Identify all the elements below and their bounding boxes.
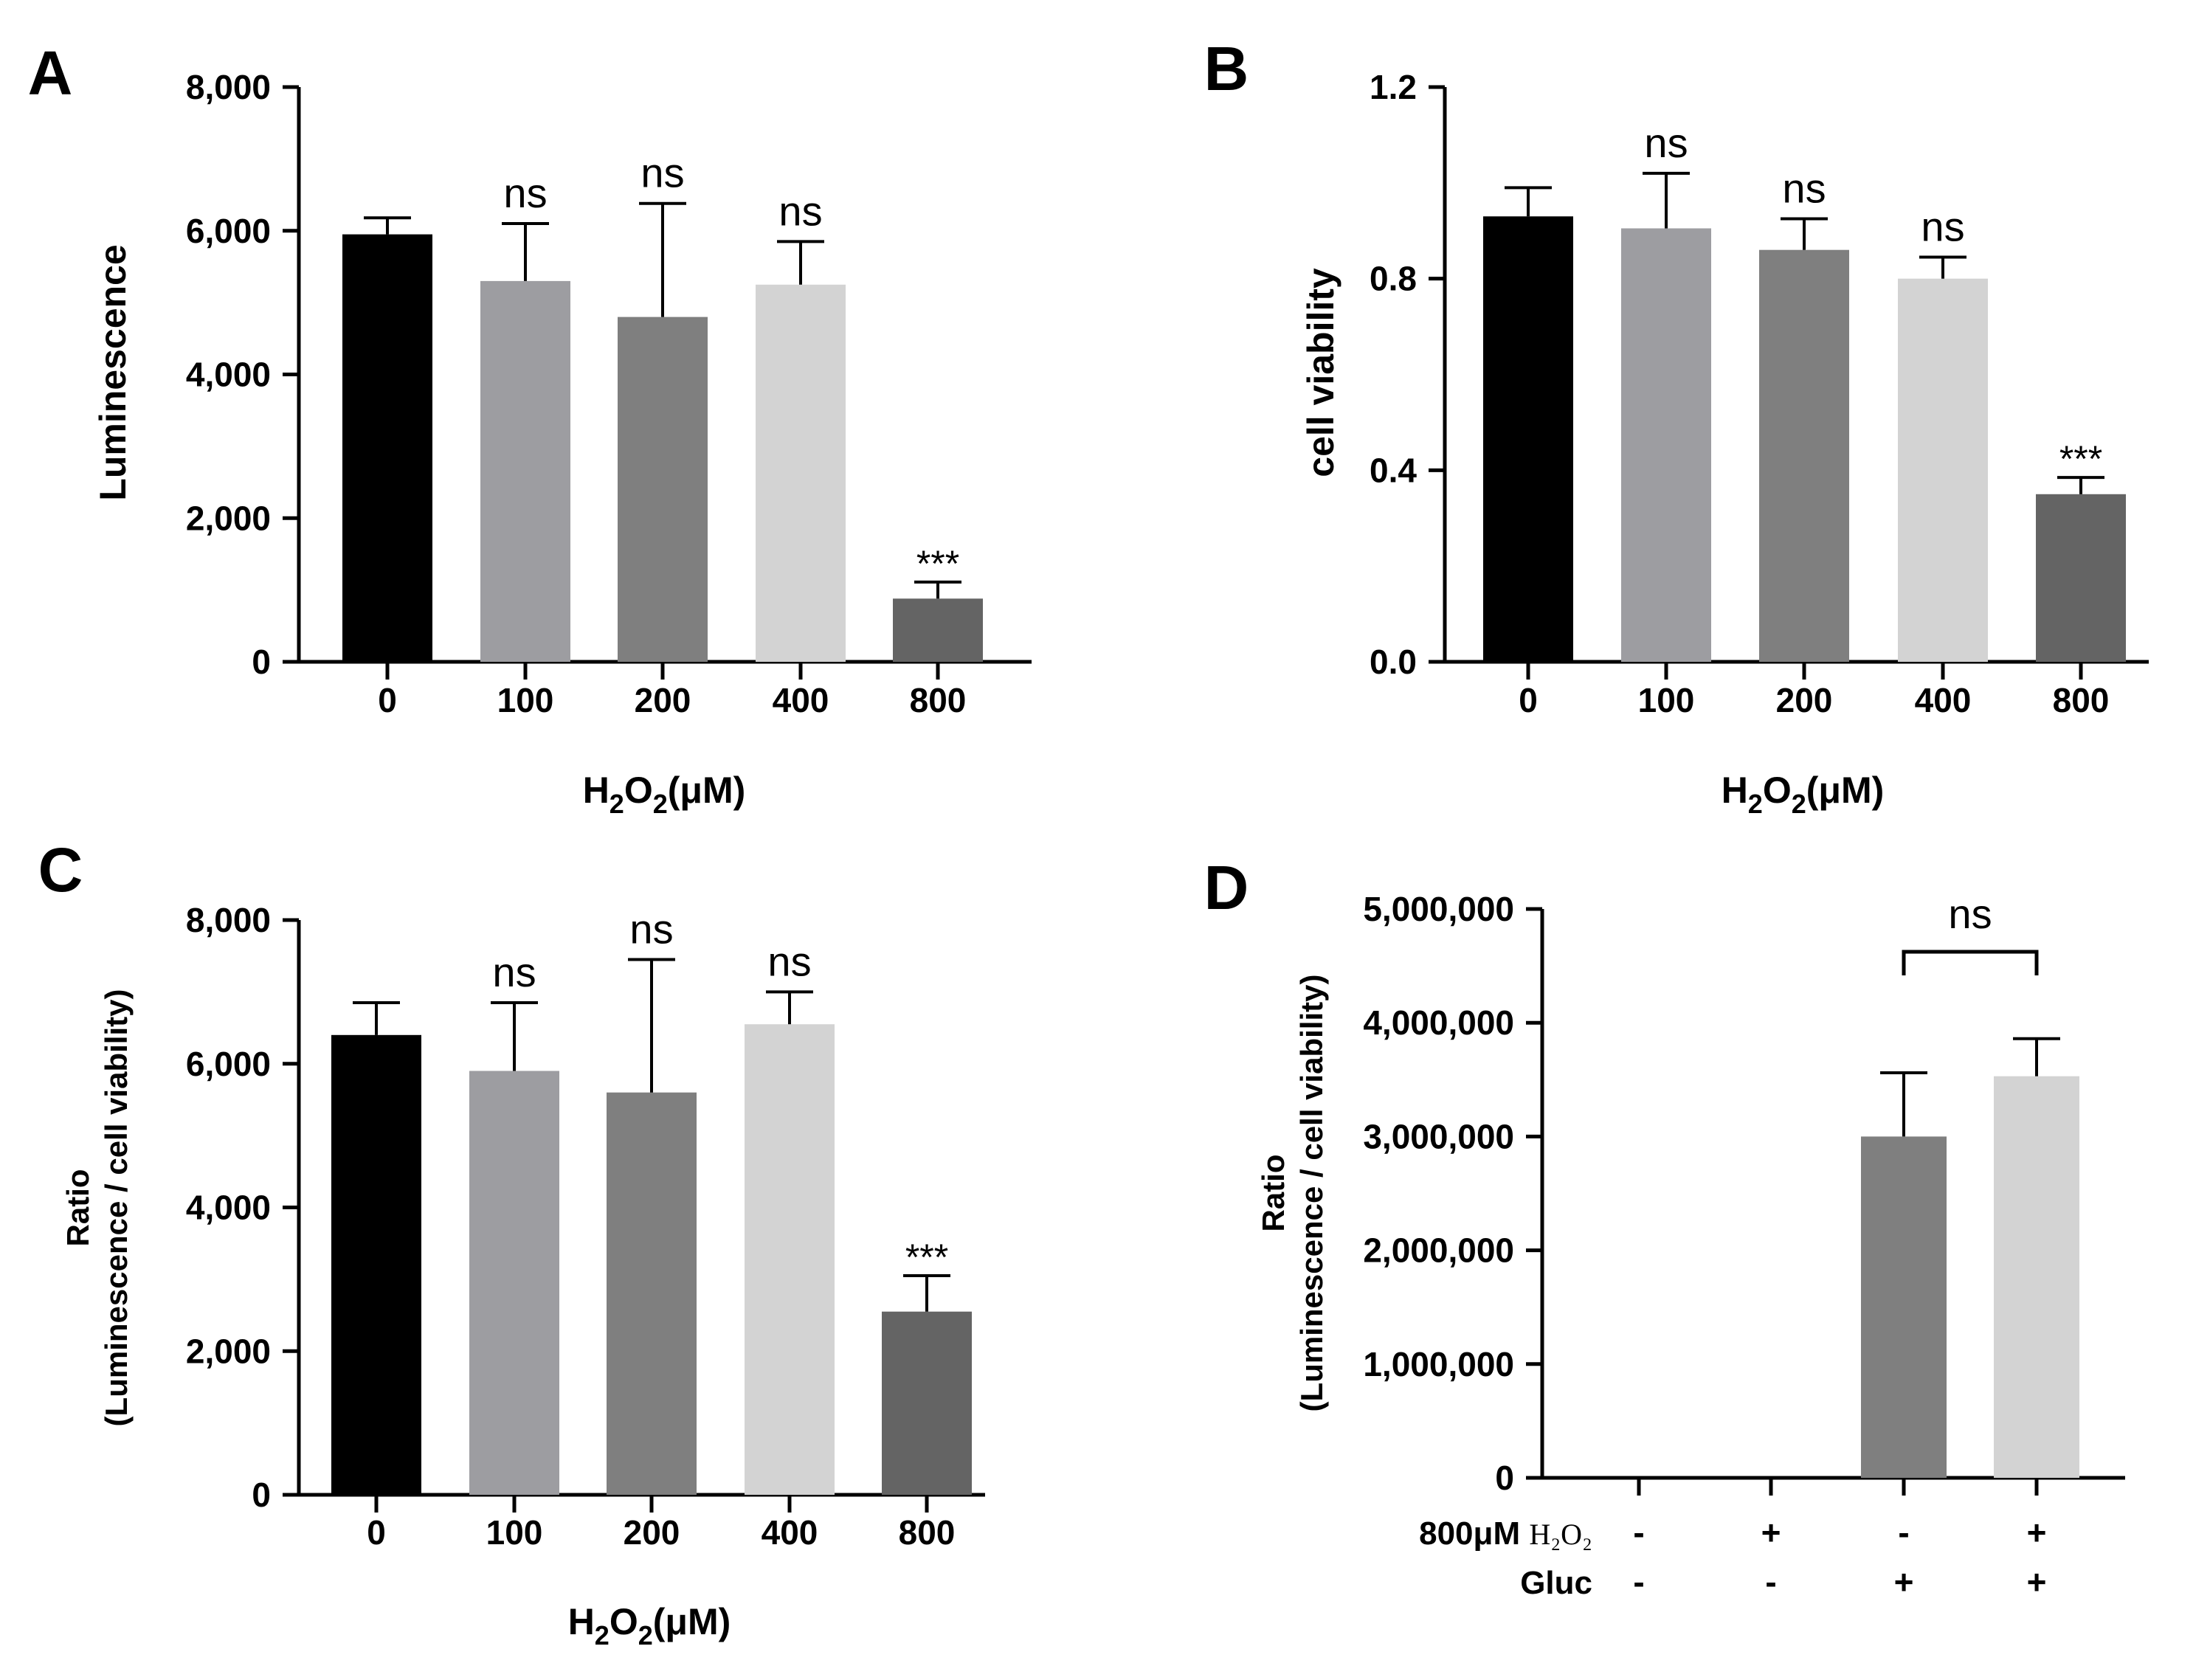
significance-label: ns [503, 170, 547, 216]
y-tick-label: 4,000 [186, 356, 271, 394]
significance-label: *** [916, 543, 959, 584]
bracket-label: ns [1948, 891, 1992, 937]
bar [756, 284, 846, 662]
panel-D: D 0 1,000,000 2,000,000 3,000,000 4,000,000 5,… [1204, 853, 2125, 1601]
y-tick-label: 0.4 [1370, 451, 1417, 489]
condition-sign: + [1761, 1513, 1781, 1552]
y-axis-title-line1: Ratio [61, 1169, 95, 1247]
x-tick-label: 100 [497, 681, 554, 719]
x-tick-label: 200 [624, 1513, 680, 1552]
y-tick-label: 2,000,000 [1363, 1231, 1514, 1270]
bar [1994, 1076, 2079, 1478]
bar [618, 317, 708, 662]
bar [331, 1034, 421, 1495]
x-tick-label: 0 [1519, 681, 1538, 719]
panel-letter: D [1204, 853, 1249, 922]
y-tick-label: 4,000 [186, 1189, 271, 1227]
significance-label: ns [778, 187, 822, 234]
condition-sign: - [1765, 1563, 1776, 1601]
x-tick-label: 100 [1638, 681, 1695, 719]
bar [1861, 1136, 1947, 1478]
panel-C: C 0 2,000 4,000 6,000 8,000 Ratio (Luminescence… [38, 835, 985, 1650]
x-axis-title: H2O2(μM) [583, 770, 746, 819]
significance-label: ns [492, 949, 536, 995]
bar [342, 234, 432, 662]
significance-label: ns [1921, 203, 1964, 249]
y-tick-label: 3,000,000 [1363, 1117, 1514, 1155]
y-tick-label: 6,000 [186, 212, 271, 250]
y-axis-title: Luminescence [92, 244, 134, 500]
panel-letter: C [38, 835, 83, 905]
x-tick-label: 400 [773, 681, 829, 719]
y-axis-title-line2: (Luminescence / cell viability) [99, 989, 134, 1427]
bar [1759, 249, 1849, 662]
x-axis-title: H2O2(μM) [568, 1601, 731, 1650]
bar [480, 280, 570, 663]
significance-bracket [1902, 950, 2039, 975]
condition-label: Gluc [1520, 1565, 1592, 1601]
panel-letter: A [28, 38, 73, 108]
condition-sign: + [2027, 1563, 2047, 1601]
x-tick-label: 200 [1776, 681, 1833, 719]
panel-letter: B [1204, 34, 1249, 103]
y-axis-title-line1: Ratio [1256, 1155, 1291, 1232]
significance-label: ns [640, 150, 684, 196]
bar [893, 598, 983, 662]
x-tick-label: 0 [367, 1513, 386, 1552]
significance-label: ns [1782, 165, 1826, 212]
y-tick-label: 8,000 [186, 901, 271, 939]
condition-sign: - [1633, 1563, 1644, 1601]
bar [469, 1071, 559, 1495]
x-tick-label: 800 [910, 681, 967, 719]
bar [882, 1311, 972, 1495]
y-tick-label: 2,000 [186, 499, 271, 537]
condition-label: 800μM H₂O₂ [1419, 1515, 1592, 1552]
x-tick-label: 800 [899, 1513, 956, 1552]
y-tick-label: 2,000 [186, 1332, 271, 1370]
bar [1898, 278, 1988, 663]
bar [1621, 228, 1711, 663]
bar [1483, 216, 1573, 662]
y-tick-label: 5,000,000 [1363, 890, 1514, 928]
y-tick-label: 6,000 [186, 1045, 271, 1083]
panel-B: B 0.0 0.4 0.8 1.2 cell viability 0 ns 100 ns 200 ns… [1204, 34, 2149, 819]
y-axis-title: cell viability [1300, 268, 1341, 477]
x-tick-label: 800 [2053, 681, 2110, 719]
condition-sign: + [2027, 1513, 2047, 1552]
significance-label: ns [1644, 120, 1688, 166]
y-tick-label: 1,000,000 [1363, 1345, 1514, 1383]
y-tick-label: 0 [252, 1476, 271, 1514]
y-tick-label: 4,000,000 [1363, 1003, 1514, 1042]
x-tick-label: 400 [1915, 681, 1972, 719]
condition-sign: + [1894, 1563, 1914, 1601]
y-tick-label: 0.8 [1370, 260, 1417, 298]
x-tick-label: 0 [378, 681, 397, 719]
condition-sign: - [1633, 1513, 1644, 1552]
y-tick-label: 1.2 [1370, 68, 1417, 106]
condition-sign: - [1898, 1513, 1909, 1552]
significance-label: ns [767, 938, 811, 984]
x-tick-label: 200 [635, 681, 691, 719]
bar [607, 1092, 697, 1495]
y-tick-label: 0 [252, 643, 271, 681]
significance-label: *** [905, 1237, 948, 1278]
panel-A: A 0 2,000 4,000 6,000 8,000 Luminescence 0 ns 100… [28, 38, 1032, 819]
significance-label: *** [2059, 438, 2102, 480]
x-axis-title: H2O2(μM) [1722, 770, 1885, 819]
bar [2036, 494, 2126, 662]
y-axis-title-line2: (Luminescence / cell viability) [1294, 975, 1329, 1412]
y-tick-label: 8,000 [186, 68, 271, 106]
y-tick-label: 0.0 [1370, 643, 1417, 681]
x-tick-label: 100 [486, 1513, 543, 1552]
bar [745, 1024, 835, 1495]
significance-label: ns [629, 906, 673, 953]
x-tick-label: 400 [762, 1513, 818, 1552]
y-tick-label: 0 [1495, 1459, 1514, 1497]
